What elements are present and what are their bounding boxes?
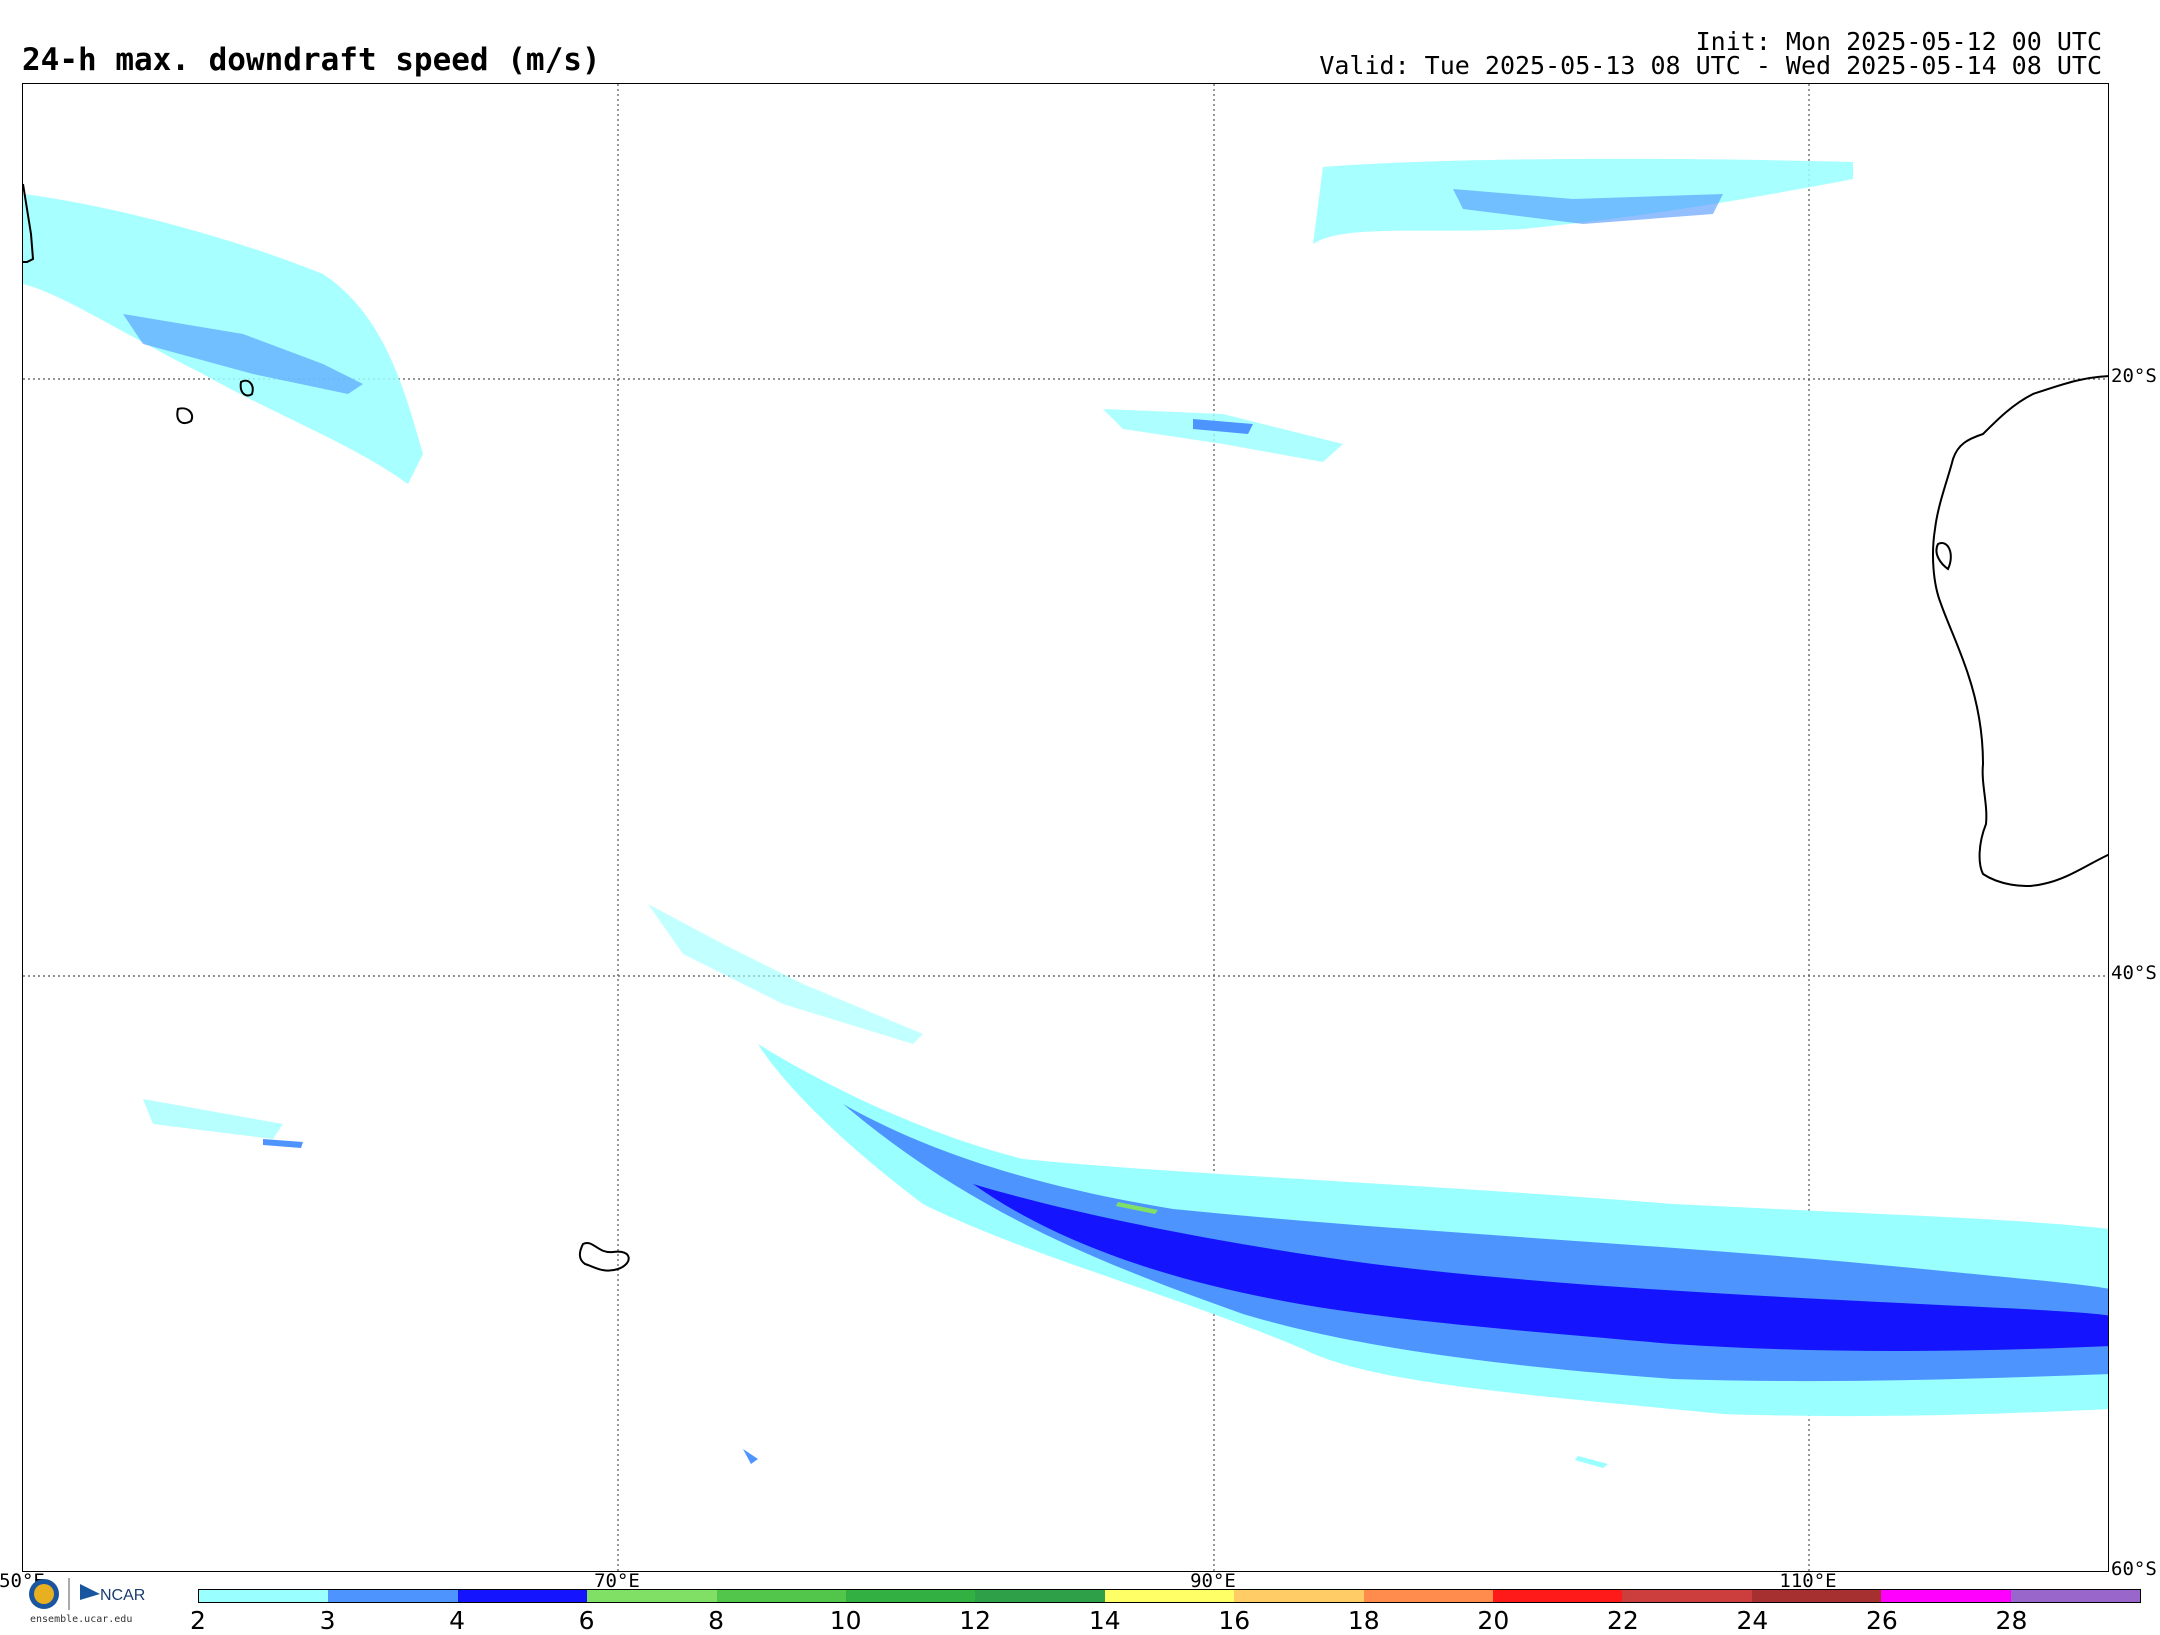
coastlines — [23, 183, 2108, 1272]
madagascar-coast — [23, 183, 35, 263]
colorbar-tick-label: 12 — [959, 1606, 992, 1635]
lon-label-110e: 110°E — [1779, 1570, 1837, 1592]
australia-west-coast — [1932, 375, 2108, 887]
colorbar-tick-label: 10 — [829, 1606, 862, 1635]
colorbar-swatch — [1234, 1590, 1364, 1602]
colorbar-tick-label: 4 — [449, 1606, 466, 1635]
colorbar-swatch — [1363, 1590, 1494, 1602]
shark-bay — [1935, 542, 1952, 571]
moderate-cells — [123, 189, 1723, 1464]
colorbar-swatch — [846, 1590, 976, 1602]
init-valid-times: Init: Mon 2025-05-12 00 UTC Valid: Tue 2… — [1319, 27, 2102, 80]
colorbar — [198, 1589, 2141, 1603]
swath-level-4 — [973, 1184, 2108, 1351]
colorbar-tick-label: 26 — [1866, 1606, 1898, 1635]
map-panel[interactable] — [22, 83, 2109, 1572]
lat-label-40s: 40°S — [2111, 962, 2157, 984]
lon-label-70e: 70°E — [594, 1570, 640, 1592]
colorbar-tick-label: 22 — [1606, 1606, 1639, 1635]
lat-label-20s: 20°S — [2111, 365, 2157, 387]
colorbar-swatch — [1881, 1590, 2011, 1602]
ncar-logo-text: NCAR — [100, 1587, 145, 1604]
colorbar-swatch — [1622, 1590, 1752, 1602]
colorbar-tick-label: 24 — [1736, 1606, 1769, 1635]
colorbar-tick-label: 20 — [1477, 1606, 1510, 1635]
colorbar-swatch — [2010, 1590, 2141, 1602]
colorbar-tick-label: 28 — [1995, 1606, 2028, 1635]
map-canvas — [23, 84, 2108, 1571]
colorbar-swatch — [975, 1590, 1105, 1602]
colorbar-tick-label: 16 — [1218, 1606, 1251, 1635]
ensemble-url[interactable]: ensemble.ucar.edu — [30, 1614, 133, 1625]
colorbar-swatch — [457, 1590, 588, 1602]
colorbar-tick-label: 3 — [319, 1606, 336, 1635]
nsf-ncar-logo[interactable]: NCAR — [22, 1572, 152, 1626]
colorbar-swatch — [1493, 1590, 1623, 1602]
colorbar-tick-label: 2 — [190, 1606, 206, 1635]
colorbar-tick-label: 18 — [1347, 1606, 1380, 1635]
reunion-island — [176, 407, 194, 425]
colorbar-swatch — [716, 1590, 847, 1602]
mauritius-island — [239, 379, 254, 397]
colorbar-swatch — [1104, 1590, 1235, 1602]
kerguelen-islands — [578, 1241, 630, 1272]
lon-label-90e: 90°E — [1190, 1570, 1236, 1592]
valid-time: Valid: Tue 2025-05-13 08 UTC - Wed 2025-… — [1319, 51, 2102, 80]
swath-level-6 — [1116, 1202, 1158, 1214]
colorbar-swatch — [1751, 1590, 1882, 1602]
scattered-cells — [23, 158, 1853, 1139]
downdraft-swath — [758, 1044, 2108, 1468]
ncar-logo-icon — [80, 1584, 100, 1600]
colorbar-tick-label: 6 — [578, 1606, 595, 1635]
colorbar-tick-label: 8 — [708, 1606, 725, 1635]
lat-label-60s: 60°S — [2111, 1558, 2157, 1580]
colorbar-tick-label: 14 — [1088, 1606, 1121, 1635]
colorbar-swatch — [587, 1590, 717, 1602]
colorbar-swatch — [328, 1590, 458, 1602]
colorbar-swatch — [199, 1590, 329, 1602]
small-cell — [1575, 1456, 1608, 1468]
init-time: Init: Mon 2025-05-12 00 UTC — [1695, 27, 2102, 56]
map-title: 24-h max. downdraft speed (m/s) — [22, 42, 601, 78]
